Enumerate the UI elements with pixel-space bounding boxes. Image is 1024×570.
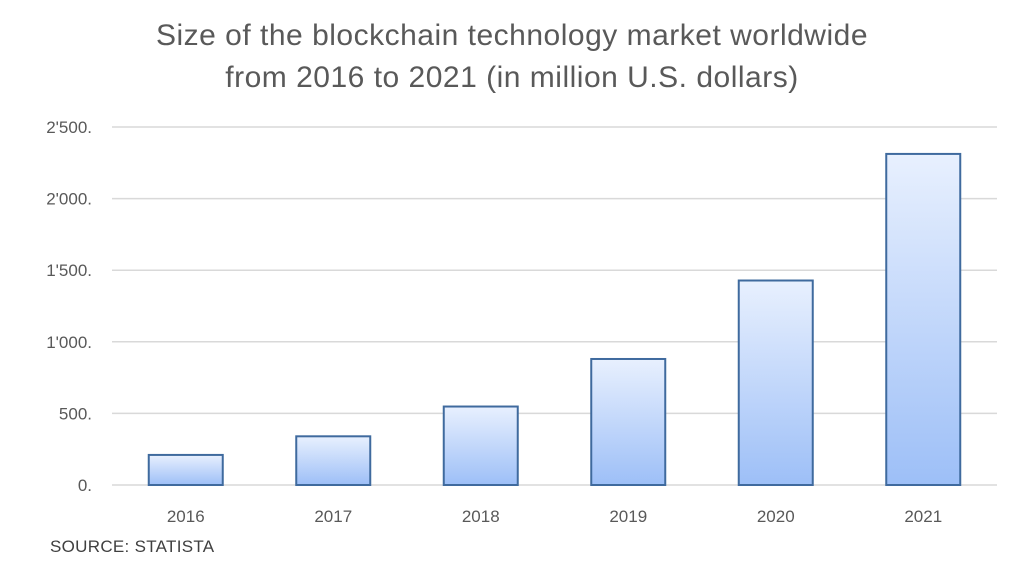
x-tick-label: 2019 — [609, 507, 647, 526]
gridlines — [112, 126, 997, 486]
x-tick-label: 2016 — [167, 507, 205, 526]
y-tick-label: 500. — [59, 404, 92, 423]
bar-2021 — [885, 152, 962, 486]
bar-2020 — [737, 279, 814, 486]
y-tick-label: 1'000. — [46, 333, 92, 352]
chart-title-line-1: Size of the blockchain technology market… — [155, 19, 869, 52]
y-tick-label: 2'000. — [46, 190, 92, 209]
x-tick-label: 2018 — [462, 507, 500, 526]
bars — [147, 152, 962, 487]
y-axis-tick-labels: 0. 500. 1'000. 1'500. 2'000. 2'500. — [46, 118, 92, 495]
x-tick-label: 2021 — [904, 507, 942, 526]
x-axis-tick-labels: 2016 2017 2018 2019 2020 2021 — [167, 507, 942, 526]
bar-2018 — [442, 405, 519, 486]
source-note: SOURCE: STATISTA — [50, 537, 215, 556]
chart-title-line-2: from 2016 to 2021 (in million U.S. dolla… — [225, 61, 799, 94]
x-tick-label: 2017 — [314, 507, 352, 526]
bar-2019 — [590, 357, 667, 487]
y-tick-label: 0. — [78, 476, 92, 495]
x-tick-label: 2020 — [757, 507, 795, 526]
bar-2016 — [147, 453, 224, 487]
y-tick-label: 2'500. — [46, 118, 92, 137]
bar-2017 — [295, 435, 372, 487]
y-tick-label: 1'500. — [46, 261, 92, 280]
